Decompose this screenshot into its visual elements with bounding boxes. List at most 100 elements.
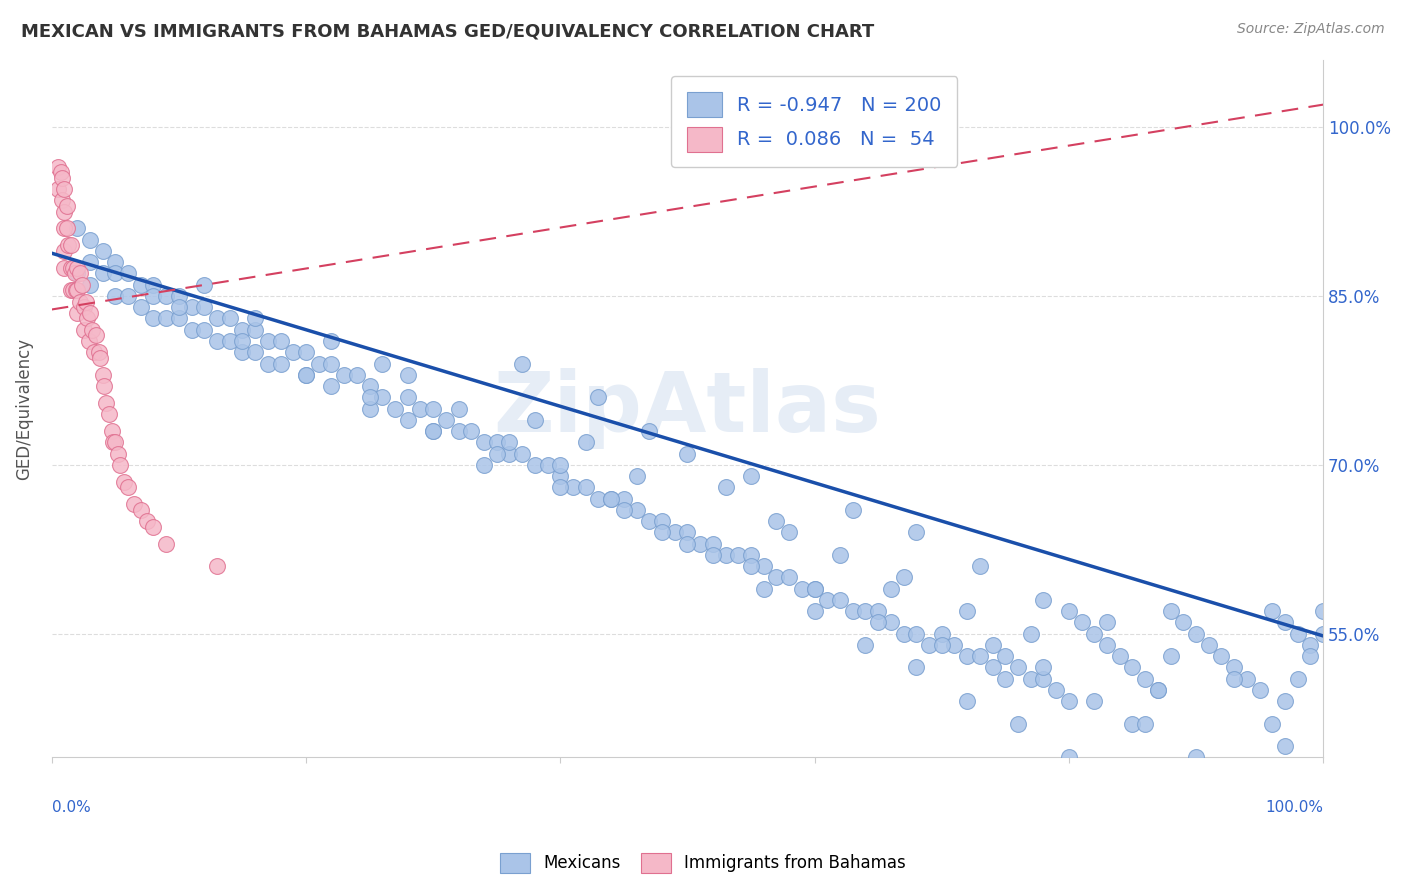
Point [49, 165, 72, 179]
Point [550, 469, 572, 483]
Point [84, 328, 107, 343]
Point [371, 390, 394, 404]
Point [1286, 626, 1309, 640]
Point [676, 446, 699, 460]
Point [46, 182, 69, 196]
Point [107, 446, 129, 460]
Point [270, 357, 292, 371]
Point [1057, 604, 1080, 618]
Point [969, 649, 991, 664]
Point [1019, 626, 1042, 640]
Point [321, 379, 343, 393]
Point [117, 267, 139, 281]
Point [155, 311, 177, 326]
Point [295, 368, 318, 382]
Point [1236, 672, 1258, 686]
Point [1083, 626, 1105, 640]
Point [65, 283, 87, 297]
Point [72, 300, 94, 314]
Point [101, 435, 124, 450]
Point [1173, 615, 1195, 630]
Point [257, 357, 280, 371]
Point [994, 672, 1017, 686]
Point [142, 519, 165, 533]
Point [1211, 830, 1233, 844]
Text: 100.0%: 100.0% [1265, 800, 1323, 815]
Point [905, 660, 928, 674]
Point [778, 570, 800, 584]
Point [765, 514, 787, 528]
Point [193, 300, 215, 314]
Point [752, 582, 775, 596]
Point [1147, 682, 1170, 697]
Point [790, 582, 813, 596]
Text: MEXICAN VS IMMIGRANTS FROM BAHAMAS GED/EQUIVALENCY CORRELATION CHART: MEXICAN VS IMMIGRANTS FROM BAHAMAS GED/E… [21, 22, 875, 40]
Point [321, 334, 343, 348]
Point [117, 289, 139, 303]
Point [69, 294, 91, 309]
Point [828, 593, 851, 607]
Point [53, 182, 76, 196]
Point [359, 390, 381, 404]
Point [727, 548, 749, 562]
Point [51, 170, 73, 185]
Point [63, 267, 86, 281]
Point [931, 638, 953, 652]
Point [1261, 852, 1284, 866]
Point [714, 480, 737, 494]
Point [956, 649, 979, 664]
Point [803, 582, 825, 596]
Point [371, 357, 394, 371]
Point [409, 401, 432, 416]
Point [740, 559, 762, 574]
Point [485, 435, 508, 450]
Point [1019, 672, 1042, 686]
Point [472, 435, 495, 450]
Point [1274, 694, 1296, 708]
Point [205, 311, 228, 326]
Point [112, 475, 135, 489]
Point [167, 300, 190, 314]
Point [752, 559, 775, 574]
Point [803, 604, 825, 618]
Point [1108, 772, 1130, 787]
Point [1185, 750, 1208, 764]
Point [231, 334, 253, 348]
Point [841, 503, 863, 517]
Point [664, 525, 686, 540]
Point [1095, 615, 1118, 630]
Point [231, 345, 253, 359]
Point [562, 480, 585, 494]
Point [359, 379, 381, 393]
Point [1249, 772, 1271, 787]
Point [931, 626, 953, 640]
Point [62, 283, 84, 297]
Point [868, 604, 890, 618]
Point [129, 277, 152, 292]
Point [1312, 626, 1334, 640]
Point [76, 311, 98, 326]
Point [205, 559, 228, 574]
Point [510, 357, 533, 371]
Point [136, 514, 159, 528]
Point [66, 221, 89, 235]
Point [815, 593, 838, 607]
Point [638, 424, 661, 438]
Point [142, 311, 165, 326]
Point [396, 368, 419, 382]
Text: Source: ZipAtlas.com: Source: ZipAtlas.com [1237, 22, 1385, 37]
Point [396, 413, 419, 427]
Point [89, 351, 111, 365]
Point [1274, 739, 1296, 754]
Point [167, 311, 190, 326]
Point [1133, 672, 1156, 686]
Point [1032, 672, 1054, 686]
Point [422, 401, 444, 416]
Point [803, 582, 825, 596]
Point [1045, 682, 1067, 697]
Point [82, 323, 104, 337]
Point [100, 424, 122, 438]
Point [1185, 626, 1208, 640]
Point [498, 435, 520, 450]
Point [1095, 638, 1118, 652]
